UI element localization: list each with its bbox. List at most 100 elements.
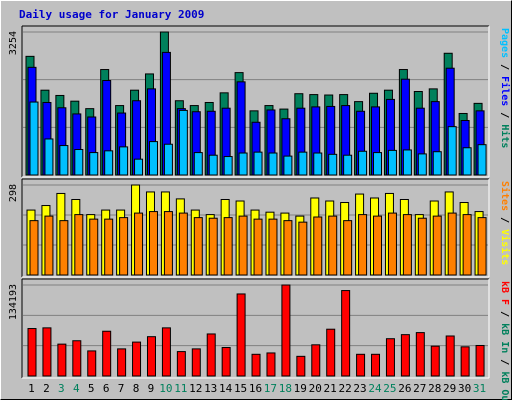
- day-label: 19: [294, 382, 307, 395]
- day-label: 25: [383, 382, 396, 395]
- sites-bar: [358, 214, 368, 276]
- day-label: 28: [428, 382, 441, 395]
- day-label: 14: [219, 382, 233, 395]
- sites-bar: [432, 215, 442, 276]
- day-label: 8: [133, 382, 140, 395]
- pages-bar: [298, 151, 308, 176]
- sites-bar: [74, 214, 84, 276]
- pages-bar: [447, 126, 457, 176]
- kbytes-bar: [176, 351, 186, 377]
- pages-bar: [432, 151, 442, 176]
- day-label: 29: [443, 382, 456, 395]
- sites-bar: [313, 216, 323, 276]
- day-label: 7: [118, 382, 125, 395]
- day-label: 26: [398, 382, 411, 395]
- pages-bar: [417, 153, 427, 176]
- kbytes-bar: [57, 343, 67, 377]
- day-label: 9: [148, 382, 155, 395]
- pages-bar: [193, 152, 203, 176]
- pages-bar: [343, 154, 353, 176]
- visits-panel-ymax-label: 298: [8, 184, 19, 202]
- pages-bar: [208, 154, 218, 176]
- legend-files: Files: [499, 76, 511, 106]
- kbytes-bar: [356, 353, 366, 377]
- sites-bar: [402, 214, 412, 276]
- day-label: 5: [88, 382, 95, 395]
- kbytes-bar: [72, 340, 82, 377]
- pages-bar: [134, 158, 144, 176]
- day-label: 15: [234, 382, 247, 395]
- sites-bar: [283, 220, 293, 276]
- sites-bar: [417, 217, 427, 276]
- kbytes-bar: [460, 346, 470, 377]
- kbytes-bar: [191, 348, 201, 377]
- pages-bar: [223, 156, 233, 176]
- sites-bar: [89, 218, 99, 276]
- legend-hits: Hits: [499, 124, 511, 148]
- day-label: 27: [413, 382, 426, 395]
- sites-bar: [29, 220, 39, 276]
- sites-bar: [298, 221, 308, 276]
- sites-bar: [477, 217, 487, 276]
- sites-bar: [178, 212, 188, 276]
- legend-kb-f: kB F: [499, 281, 510, 305]
- pages-bar: [373, 152, 383, 176]
- sites-bar: [193, 217, 203, 276]
- day-label: 12: [189, 382, 202, 395]
- sites-bar: [387, 212, 397, 276]
- sites-bar: [208, 217, 218, 276]
- kbytes-bar: [400, 334, 410, 377]
- sites-bar: [462, 214, 472, 276]
- day-label: 18: [279, 382, 292, 395]
- day-label: 20: [309, 382, 322, 395]
- day-label: 17: [264, 382, 277, 395]
- legend-separator: /: [499, 106, 510, 124]
- day-label: 16: [249, 382, 262, 395]
- kbytes-bar: [132, 341, 142, 377]
- kbytes-bar: [42, 327, 52, 377]
- visits-panel-legend: Sites / Visits: [499, 181, 511, 265]
- legend-kb-out: kB Out: [499, 371, 510, 400]
- pages-bar: [119, 146, 129, 176]
- sites-bar: [238, 215, 248, 276]
- kbytes-bar: [445, 335, 455, 377]
- legend-separator: /: [499, 58, 510, 76]
- kbytes-bar: [161, 327, 171, 377]
- pages-bar: [59, 145, 69, 176]
- kbytes-bar: [385, 338, 395, 377]
- pages-bar: [387, 149, 397, 176]
- kbytes-bar: [87, 350, 97, 377]
- pages-bar: [268, 152, 278, 176]
- legend-sites: Sites: [499, 181, 511, 211]
- pages-bar: [462, 147, 472, 176]
- kbytes-bar: [415, 332, 425, 377]
- kbytes-bar: [146, 336, 156, 377]
- sites-bar: [328, 215, 338, 276]
- kbytes-bar: [430, 345, 440, 377]
- pages-bar: [163, 143, 173, 176]
- day-label: 23: [353, 382, 366, 395]
- day-label: 31: [473, 382, 486, 395]
- legend-separator: /: [499, 305, 510, 323]
- pages-bar: [253, 151, 263, 176]
- legend-separator: /: [499, 353, 510, 371]
- pages-bar: [328, 153, 338, 176]
- day-label: 10: [159, 382, 172, 395]
- day-label: 2: [43, 382, 50, 395]
- kbytes-panel-ymax-label: 134193: [8, 284, 19, 320]
- sites-bar: [119, 217, 129, 276]
- legend-separator: /: [499, 211, 510, 229]
- day-label: 24: [368, 382, 382, 395]
- legend-visits: Visits: [499, 229, 511, 265]
- kbytes-bar: [266, 352, 276, 377]
- kbytes-bar: [311, 344, 321, 377]
- kbytes-bar: [341, 290, 351, 377]
- day-label: 1: [28, 382, 35, 395]
- kbytes-bar: [251, 353, 261, 377]
- kbytes-bar: [102, 330, 112, 377]
- pages-bar: [148, 141, 158, 176]
- kbytes-bar: [326, 328, 336, 377]
- kbytes-bar: [206, 333, 216, 377]
- sites-bar: [447, 212, 457, 276]
